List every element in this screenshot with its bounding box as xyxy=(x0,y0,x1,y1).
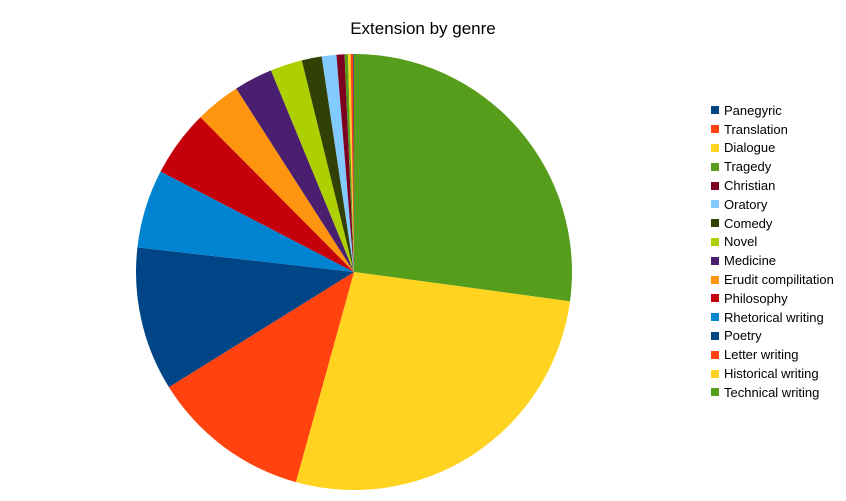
legend-swatch xyxy=(711,331,719,340)
legend-label: Oratory xyxy=(724,196,768,212)
legend-item: Letter writing xyxy=(711,345,834,364)
legend-label: Novel xyxy=(724,234,758,250)
legend-item: Comedy xyxy=(711,214,834,233)
pie-slice-comedy xyxy=(301,56,354,272)
pie-slice-historical-writing xyxy=(295,272,571,490)
legend-label: Rhetorical writing xyxy=(724,309,824,325)
legend-label: Panegyric xyxy=(724,102,782,118)
pie-slice-dialogue xyxy=(347,54,354,272)
pie-slice-technical-writing xyxy=(354,54,573,302)
legend-label: Translation xyxy=(724,121,788,137)
pie-slice-christian xyxy=(336,54,354,273)
pie-slice-panegyric xyxy=(353,53,354,273)
legend-item: Technical writing xyxy=(711,383,834,402)
pie-slice-tragedy xyxy=(344,54,354,272)
legend-swatch xyxy=(711,181,719,190)
legend-item: Erudit compilitation xyxy=(711,270,834,289)
legend-item: Dialogue xyxy=(711,139,834,158)
legend-swatch xyxy=(711,143,719,152)
legend-label: Erudit compilitation xyxy=(724,272,834,288)
legend-item: Christian xyxy=(711,176,834,195)
legend-swatch xyxy=(711,313,719,322)
legend-label: Tragedy xyxy=(724,159,772,175)
pie-slice-oratory xyxy=(321,54,354,273)
legend-item: Translation xyxy=(711,120,834,139)
legend-item: Oratory xyxy=(711,195,834,214)
pie-slice-erudit-compilitation xyxy=(200,88,354,272)
legend-swatch xyxy=(711,294,719,303)
legend-item: Historical writing xyxy=(711,364,834,383)
legend-item: Novel xyxy=(711,233,834,252)
pie-slice-poetry xyxy=(136,247,354,388)
legend-item: Panegyric xyxy=(711,101,834,120)
legend-label: Medicine xyxy=(724,253,777,269)
legend-label: Poetry xyxy=(724,328,762,344)
legend-swatch xyxy=(711,388,719,397)
pie-slice-philosophy xyxy=(160,117,354,272)
legend-label: Technical writing xyxy=(724,384,820,400)
legend-swatch xyxy=(711,219,719,228)
legend-label: Philosophy xyxy=(724,290,788,306)
legend-item: Medicine xyxy=(711,251,834,270)
legend-label: Comedy xyxy=(724,215,773,231)
legend-swatch xyxy=(711,162,719,171)
legend-label: Christian xyxy=(724,178,776,194)
chart-title: Extension by genre xyxy=(350,19,496,38)
legend-label: Historical writing xyxy=(724,366,819,382)
pie-slice-rhetorical-writing xyxy=(137,171,354,272)
pie-slice-novel xyxy=(270,60,354,272)
legend-swatch xyxy=(711,237,719,246)
legend-swatch xyxy=(711,350,719,359)
legend-item: Poetry xyxy=(711,327,834,346)
legend-label: Dialogue xyxy=(724,140,776,156)
legend-item: Tragedy xyxy=(711,157,834,176)
legend-item: Rhetorical writing xyxy=(711,308,834,327)
legend-swatch xyxy=(711,256,719,265)
pie-slice-translation xyxy=(350,54,354,272)
pie-slice-letter-writing xyxy=(168,272,354,483)
legend-item: Philosophy xyxy=(711,289,834,308)
legend: Panegyric Translation Dialogue Tragedy Chris… xyxy=(711,101,834,402)
legend-swatch xyxy=(711,125,719,134)
pie-slices xyxy=(136,53,573,490)
legend-swatch xyxy=(711,106,719,115)
legend-swatch xyxy=(711,275,719,284)
legend-swatch xyxy=(711,369,719,378)
legend-swatch xyxy=(711,200,719,209)
legend-label: Letter writing xyxy=(724,347,799,363)
pie-slice-medicine xyxy=(236,70,354,273)
